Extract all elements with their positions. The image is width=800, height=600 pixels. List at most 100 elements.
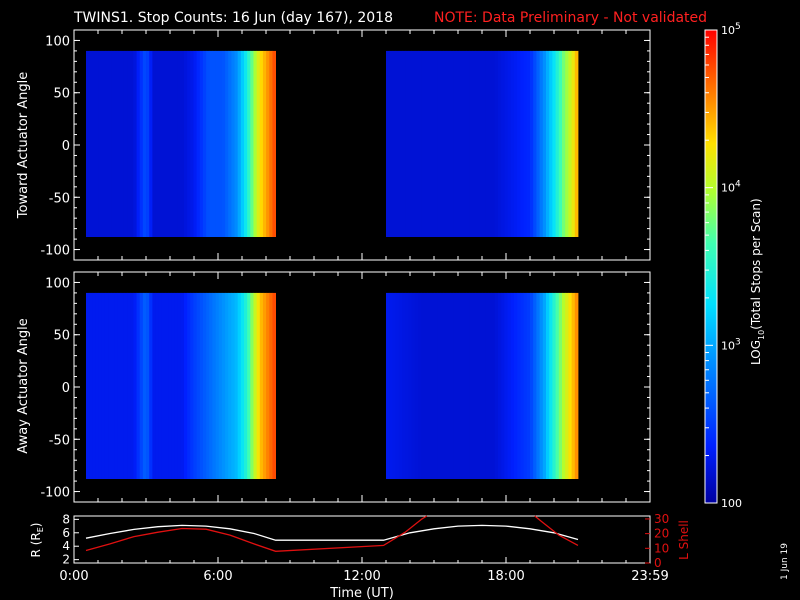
heatmap-column: [193, 51, 197, 237]
heatmap-column: [181, 51, 185, 237]
y-tick-label: 0: [62, 139, 70, 154]
heatmap-column: [460, 293, 464, 479]
heatmap-column: [485, 293, 489, 479]
heatmap-column: [253, 293, 257, 479]
heatmap-column: [222, 293, 226, 479]
heatmap-column: [421, 293, 425, 479]
l-shell-tick-label: 20: [654, 527, 669, 541]
heatmap-column: [257, 293, 261, 479]
heatmap-column: [412, 51, 416, 237]
heatmap-column: [168, 51, 172, 237]
heatmap-column: [228, 51, 232, 237]
plot-title: TWINS1. Stop Counts: 16 Jun (day 167), 2…: [73, 10, 393, 26]
heatmap-column: [524, 293, 528, 479]
y-tick-label: 100: [45, 276, 70, 291]
heatmap-column: [133, 293, 137, 479]
heatmap-column: [504, 51, 508, 237]
heatmap-column: [241, 51, 245, 237]
heatmap-column: [108, 293, 112, 479]
heatmap-column: [444, 293, 448, 479]
heatmap-column: [501, 293, 505, 479]
heatmap-column: [386, 51, 390, 237]
heatmap-column: [568, 51, 572, 237]
heatmap-column: [437, 293, 441, 479]
heatmap-column: [137, 293, 141, 479]
heatmap-column: [434, 51, 438, 237]
heatmap-column: [146, 51, 150, 237]
heatmap-column: [127, 51, 131, 237]
heatmap-column: [231, 293, 235, 479]
heatmap-column: [540, 293, 544, 479]
heatmap-column: [235, 293, 239, 479]
heatmap-column: [130, 51, 134, 237]
heatmap-column: [178, 293, 182, 479]
heatmap-column: [575, 293, 579, 479]
heatmap-column: [540, 51, 544, 237]
heatmap-column: [105, 293, 109, 479]
heatmap-column: [269, 293, 273, 479]
heatmap-column: [216, 51, 220, 237]
heatmap-column: [127, 293, 131, 479]
y-tick-label: 0: [62, 381, 70, 396]
heatmap-column: [162, 51, 166, 237]
heatmap-column: [257, 51, 261, 237]
heatmap-column: [399, 293, 403, 479]
heatmap-column: [99, 293, 103, 479]
heatmap-column: [520, 293, 524, 479]
heatmap-column: [447, 293, 451, 479]
heatmap-column: [187, 293, 191, 479]
heatmap-column: [190, 293, 194, 479]
heatmap-column: [272, 293, 276, 479]
heatmap-column: [402, 293, 406, 479]
heatmap-column: [197, 293, 201, 479]
heatmap-column: [556, 51, 560, 237]
heatmap-column: [495, 51, 499, 237]
heatmap-column: [536, 293, 540, 479]
l-shell-tick-label: 30: [654, 512, 669, 526]
heatmap-column: [89, 51, 93, 237]
heatmap-column: [424, 293, 428, 479]
heatmap-column: [424, 51, 428, 237]
heatmap-column: [562, 51, 566, 237]
heatmap-column: [212, 51, 216, 237]
l-shell-tick-label: 10: [654, 541, 669, 555]
heatmap-column: [498, 293, 502, 479]
x-tick-label: 0:00: [59, 569, 88, 584]
heatmap-column: [495, 293, 499, 479]
heatmap-column: [469, 293, 473, 479]
heatmap-column: [165, 293, 169, 479]
colorbar-tick-label: 104: [721, 180, 741, 195]
heatmap-column: [184, 51, 188, 237]
heatmap-column: [133, 51, 137, 237]
colorbar-label: LOG10(Total Stops per Scan): [749, 198, 766, 365]
heatmap-column: [575, 51, 579, 237]
heatmap-column: [520, 51, 524, 237]
heatmap-column: [219, 293, 223, 479]
heatmap-column: [159, 293, 163, 479]
y-tick-label: 100: [45, 34, 70, 49]
heatmap-column: [143, 293, 147, 479]
heatmap-column: [396, 51, 400, 237]
heatmap-column: [181, 293, 185, 479]
heatmap-column: [514, 293, 518, 479]
heatmap-column: [247, 293, 251, 479]
heatmap-column: [92, 293, 96, 479]
heatmap-column: [552, 51, 556, 237]
heatmap-column: [121, 51, 125, 237]
heatmap-column: [260, 51, 264, 237]
heatmap-column: [392, 51, 396, 237]
heatmap-column: [492, 51, 496, 237]
heatmap-column: [143, 51, 147, 237]
colorbar-gradient: [705, 30, 717, 503]
away-y-axis-label: Away Actuator Angle: [16, 318, 31, 453]
heatmap-column: [418, 51, 422, 237]
heatmap-column: [546, 51, 550, 237]
heatmap-column: [99, 51, 103, 237]
heatmap-column: [108, 51, 112, 237]
heatmap-column: [118, 51, 122, 237]
heatmap-column: [559, 293, 563, 479]
heatmap-column: [428, 51, 432, 237]
heatmap-column: [466, 293, 470, 479]
heatmap-column: [184, 293, 188, 479]
heatmap-column: [517, 293, 521, 479]
